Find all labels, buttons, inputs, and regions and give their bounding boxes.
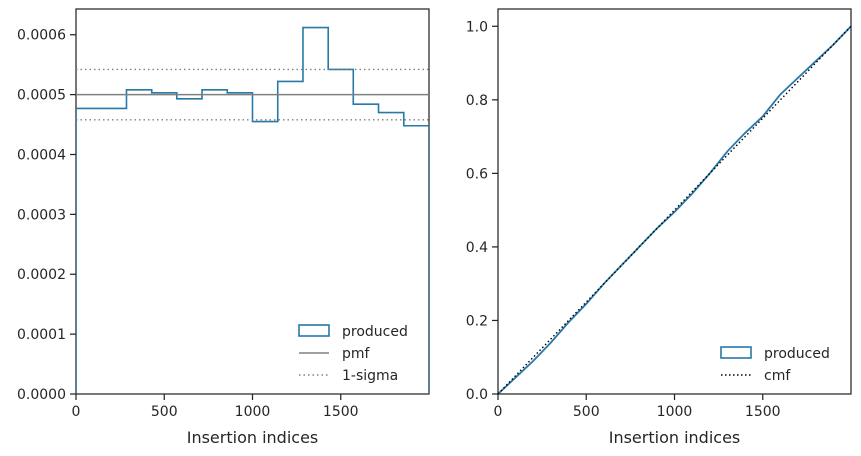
y-tick-label: 0.0004 (17, 147, 66, 163)
plot-area (76, 26, 429, 394)
x-tick-label: 1000 (235, 404, 271, 420)
legend-label: produced (342, 324, 408, 340)
legend: produced pmf 1-sigma (298, 324, 408, 384)
x-tick-label: 0 (72, 404, 81, 420)
y-tick-label: 0.0005 (17, 88, 66, 104)
x-tick-label: 1000 (657, 404, 693, 420)
x-tick-label: 0 (494, 404, 503, 420)
y-tick-label: 0.4 (466, 240, 488, 256)
x-axis-label: Insertion indices (187, 428, 319, 447)
legend-label: pmf (342, 346, 371, 362)
plot-area (498, 25, 851, 394)
legend-label: cmf (764, 368, 791, 384)
legend-produced-swatch (720, 346, 752, 359)
legend-produced-swatch (298, 324, 330, 337)
y-tick-label: 0.6 (466, 166, 488, 182)
x-axis-label: Insertion indices (609, 428, 741, 447)
y-tick-label: 0.0001 (17, 327, 66, 343)
y-tick-label: 0.8 (466, 93, 488, 109)
cumulative-panel: 0 500 1000 1500 0.0 0.2 0.4 0.6 0.8 1.0 Insertion … (466, 8, 852, 447)
x-tick-label: 1500 (745, 404, 781, 420)
y-tick-label: 0.2 (466, 313, 488, 329)
x-tick-label: 500 (573, 404, 600, 420)
y-tick-label: 0.0 (466, 387, 488, 403)
cmf-line (498, 25, 851, 394)
y-tick-label: 0.0002 (17, 267, 66, 283)
y-tick-label: 0.0003 (17, 207, 66, 223)
x-tick-label: 500 (151, 404, 178, 420)
y-tick-label: 0.0000 (17, 387, 66, 403)
legend-label: 1-sigma (342, 368, 398, 384)
y-tick-label: 0.0006 (17, 28, 66, 44)
legend: produced cmf (720, 346, 830, 384)
axes-frame (497, 8, 852, 395)
histogram-panel: 0 500 1000 1500 0.0000 0.0001 0.0002 0.0003 0.00… (17, 8, 430, 447)
produced-cumulative-line (498, 25, 851, 394)
x-tick-label: 1500 (323, 404, 359, 420)
produced-histogram-step (76, 26, 429, 394)
y-tick-label: 1.0 (466, 19, 488, 35)
legend-label: produced (764, 346, 830, 362)
